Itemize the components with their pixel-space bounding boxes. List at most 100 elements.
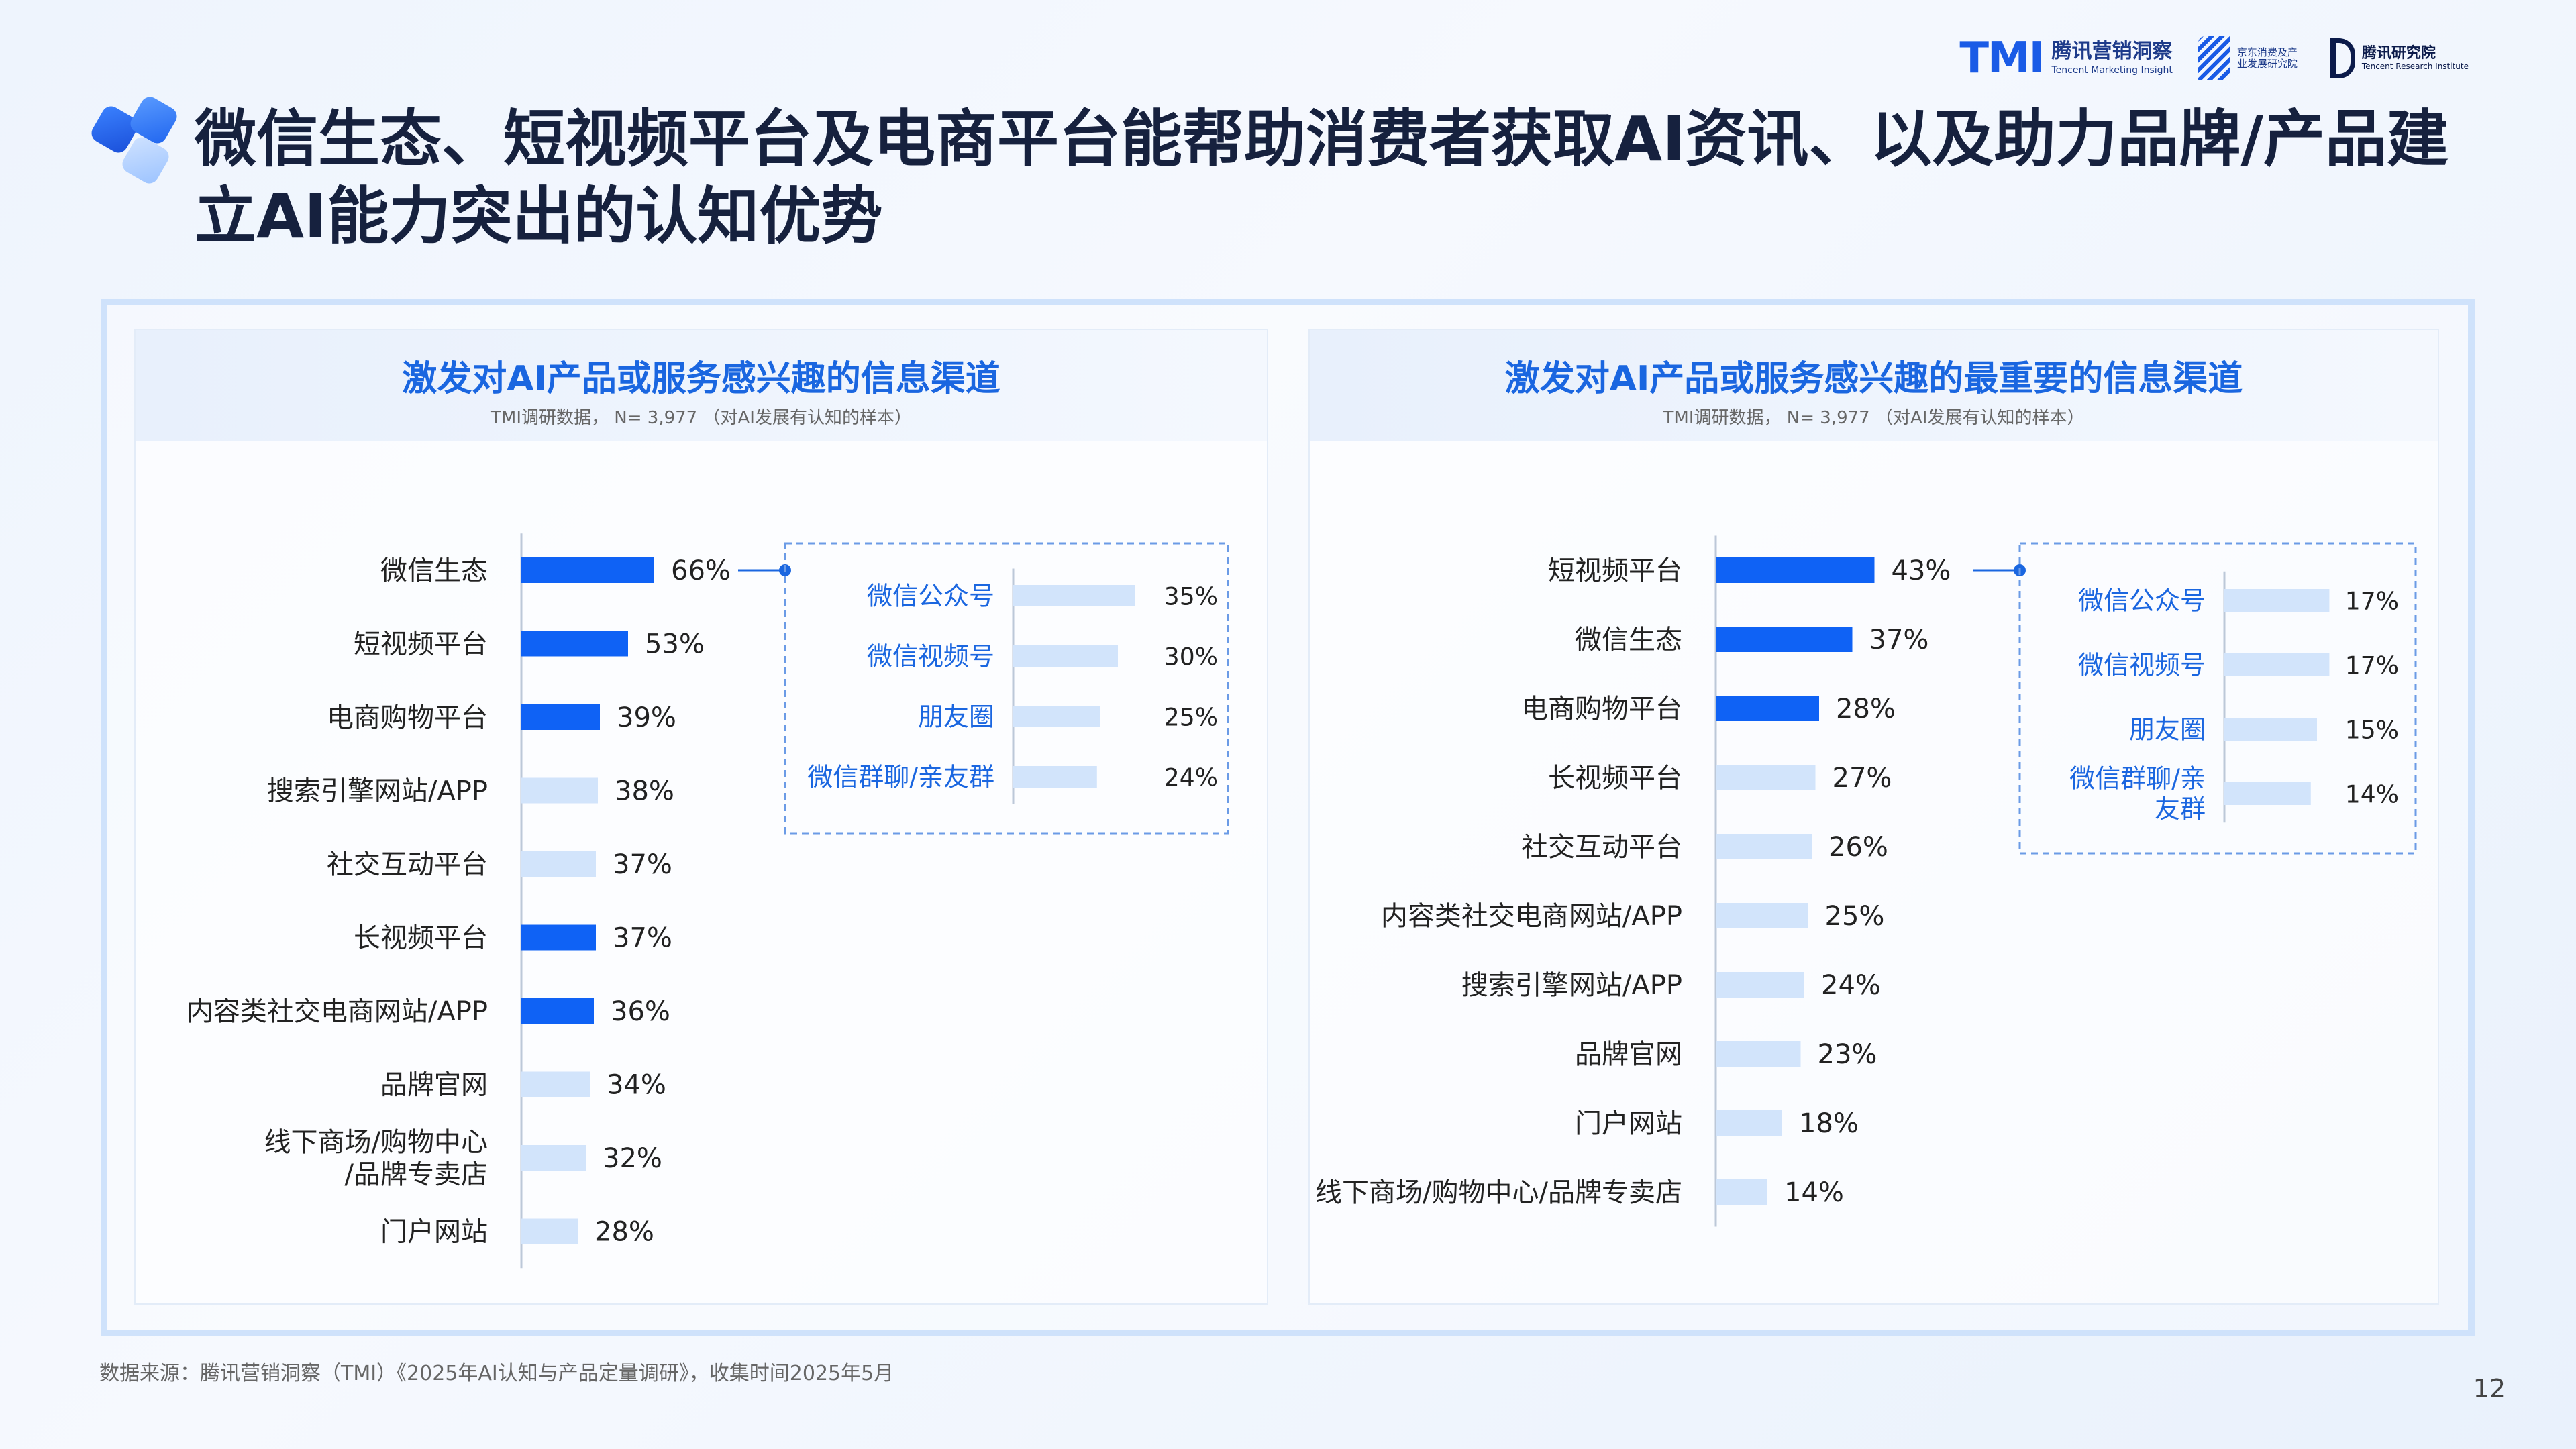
breakdown-bar xyxy=(1013,706,1100,727)
breakdown-bar xyxy=(2224,718,2317,741)
data-label: 37% xyxy=(1869,625,1929,655)
category-label: 搜索引擎网站/APP xyxy=(267,776,488,807)
breakdown-data-label: 17% xyxy=(2345,587,2399,615)
right-panel-title: 激发对AI产品或服务感兴趣的最重要的信息渠道 xyxy=(1504,359,2243,399)
breakdown-bar xyxy=(1013,766,1097,788)
data-label: 18% xyxy=(1799,1108,1859,1139)
data-label: 36% xyxy=(611,996,670,1027)
jd-logo-cn: 京东消费及产业发展研究院 xyxy=(2236,46,2298,70)
data-label: 25% xyxy=(1825,901,1885,932)
page-number: 12 xyxy=(2473,1374,2506,1403)
bar xyxy=(521,1218,578,1244)
breakdown-bar xyxy=(2224,589,2330,612)
bar xyxy=(521,631,628,657)
bar xyxy=(1716,627,1853,652)
right-panel-header xyxy=(1310,330,2438,441)
jd-logo-icon xyxy=(2198,36,2230,80)
tencent-research-logo: 腾讯研究院 Tencent Research Institute xyxy=(2329,38,2469,78)
category-label: 微信生态 xyxy=(1575,625,1682,655)
breakdown-label: 微信群聊/亲友群 xyxy=(2069,764,2206,824)
breakdown-data-label: 24% xyxy=(1164,763,1218,792)
breakdown-label: 朋友圈 xyxy=(918,702,994,731)
right-panel-subtitle: TMI调研数据， N= 3,977 （对AI发展有认知的样本） xyxy=(1663,408,2085,428)
category-label: 内容类社交电商网站/APP xyxy=(187,996,488,1027)
breakdown-data-label: 25% xyxy=(1164,703,1218,731)
title-block: 微信生态、短视频平台及电商平台能帮助消费者获取AI资讯、以及助力品牌/产品建立A… xyxy=(87,93,2476,255)
tr-logo-en: Tencent Research Institute xyxy=(2361,61,2469,71)
bar xyxy=(521,557,654,583)
category-label: 电商购物平台 xyxy=(1521,694,1682,724)
category-label: 社交互动平台 xyxy=(1521,832,1682,863)
bar xyxy=(521,851,596,877)
breakdown-box xyxy=(2018,542,2417,855)
left-wechat-breakdown-chart: 微信公众号 35% 微信视频号 30% 朋友圈 25% 微信群聊/亲友群 24% xyxy=(738,542,1229,835)
category-label: 线下商场/购物中心/品牌专卖店 xyxy=(1315,1177,1682,1208)
bar xyxy=(521,1071,590,1097)
tmi-logo: TMI 腾讯营销洞察 Tencent Marketing Insight xyxy=(1959,34,2173,83)
data-source: 数据来源：腾讯营销洞察（TMI）《2025年AI认知与产品定量调研》，收集时间2… xyxy=(99,1362,894,1385)
category-label: 品牌官网 xyxy=(380,1070,488,1101)
breakdown-label: 朋友圈 xyxy=(2129,714,2206,744)
breakdown-label: 微信群聊/亲友群 xyxy=(807,762,994,792)
category-label: 品牌官网 xyxy=(1575,1039,1682,1070)
category-label: 短视频平台 xyxy=(1548,555,1682,586)
page-title: 微信生态、短视频平台及电商平台能帮助消费者获取AI资讯、以及助力品牌/产品建立A… xyxy=(195,103,2449,252)
category-label: 电商购物平台 xyxy=(327,702,488,733)
bar xyxy=(521,1145,586,1171)
logo-bar: TMI 腾讯营销洞察 Tencent Marketing Insight 京东消… xyxy=(1959,34,2469,83)
right-wechat-breakdown-chart: 微信公众号 17% 微信视频号 17% 朋友圈 15% 微信群聊/亲友群 14% xyxy=(1973,542,2417,855)
bar xyxy=(521,998,594,1024)
category-label: 长视频平台 xyxy=(1548,763,1682,794)
left-panel-header xyxy=(136,330,1267,441)
breakdown-bar xyxy=(1013,645,1118,667)
breakdown-bar xyxy=(2224,782,2311,805)
bar xyxy=(1716,557,1875,583)
data-label: 38% xyxy=(615,776,674,807)
breakdown-data-label: 35% xyxy=(1164,582,1218,610)
data-label: 23% xyxy=(1818,1039,1877,1070)
data-label: 28% xyxy=(595,1217,654,1248)
bar xyxy=(521,777,598,804)
breakdown-data-label: 15% xyxy=(2345,716,2399,744)
bar xyxy=(1716,765,1816,790)
breakdown-label: 微信公众号 xyxy=(867,581,994,610)
breakdown-label: 微信视频号 xyxy=(2078,650,2206,680)
right-bar-chart: 短视频平台 43% 微信生态 37% 电商购物平台 28% 长视频平台 27% 社交互动平台 26… xyxy=(1315,535,1951,1227)
data-label: 43% xyxy=(1892,555,1951,586)
tr-logo-cn: 腾讯研究院 xyxy=(2361,45,2436,62)
bar xyxy=(521,704,600,730)
breakdown-data-label: 14% xyxy=(2345,780,2399,808)
bar xyxy=(1716,903,1808,928)
bar xyxy=(1716,1110,1782,1136)
left-panel-title: 激发对AI产品或服务感兴趣的信息渠道 xyxy=(402,359,1000,399)
breakdown-bar xyxy=(1013,585,1135,606)
data-label: 37% xyxy=(613,923,672,954)
breakdown-data-label: 30% xyxy=(1164,643,1218,671)
category-label: 社交互动平台 xyxy=(327,849,488,880)
bar xyxy=(1716,696,1819,721)
tmi-logo-cn: 腾讯营销洞察 xyxy=(2051,40,2173,63)
bar xyxy=(1716,1041,1801,1067)
data-label: 37% xyxy=(613,849,672,880)
breakdown-label: 微信公众号 xyxy=(2078,586,2206,615)
bar xyxy=(1716,972,1804,998)
data-label: 39% xyxy=(617,702,676,733)
data-label: 53% xyxy=(645,629,705,660)
data-label: 34% xyxy=(607,1070,666,1101)
right-panel: 激发对AI产品或服务感兴趣的最重要的信息渠道 TMI调研数据， N= 3,977… xyxy=(1308,329,2439,1305)
category-label: 短视频平台 xyxy=(354,629,488,660)
left-panel: 激发对AI产品或服务感兴趣的信息渠道 TMI调研数据， N= 3,977 （对A… xyxy=(134,329,1268,1305)
data-label: 28% xyxy=(1836,694,1896,724)
category-label: 门户网站 xyxy=(380,1217,488,1248)
tmi-logo-mark: TMI xyxy=(1959,34,2045,83)
category-label: 搜索引擎网站/APP xyxy=(1461,970,1682,1001)
data-label: 32% xyxy=(603,1143,662,1174)
category-label: 微信生态 xyxy=(380,555,488,586)
left-panel-subtitle: TMI调研数据， N= 3,977 （对AI发展有认知的样本） xyxy=(491,408,912,428)
data-label: 27% xyxy=(1833,763,1892,794)
data-label: 66% xyxy=(671,555,731,586)
data-label: 14% xyxy=(1784,1177,1844,1208)
breakdown-data-label: 17% xyxy=(2345,651,2399,680)
bar xyxy=(1716,1179,1767,1205)
tmi-logo-en: Tencent Marketing Insight xyxy=(2051,65,2173,76)
